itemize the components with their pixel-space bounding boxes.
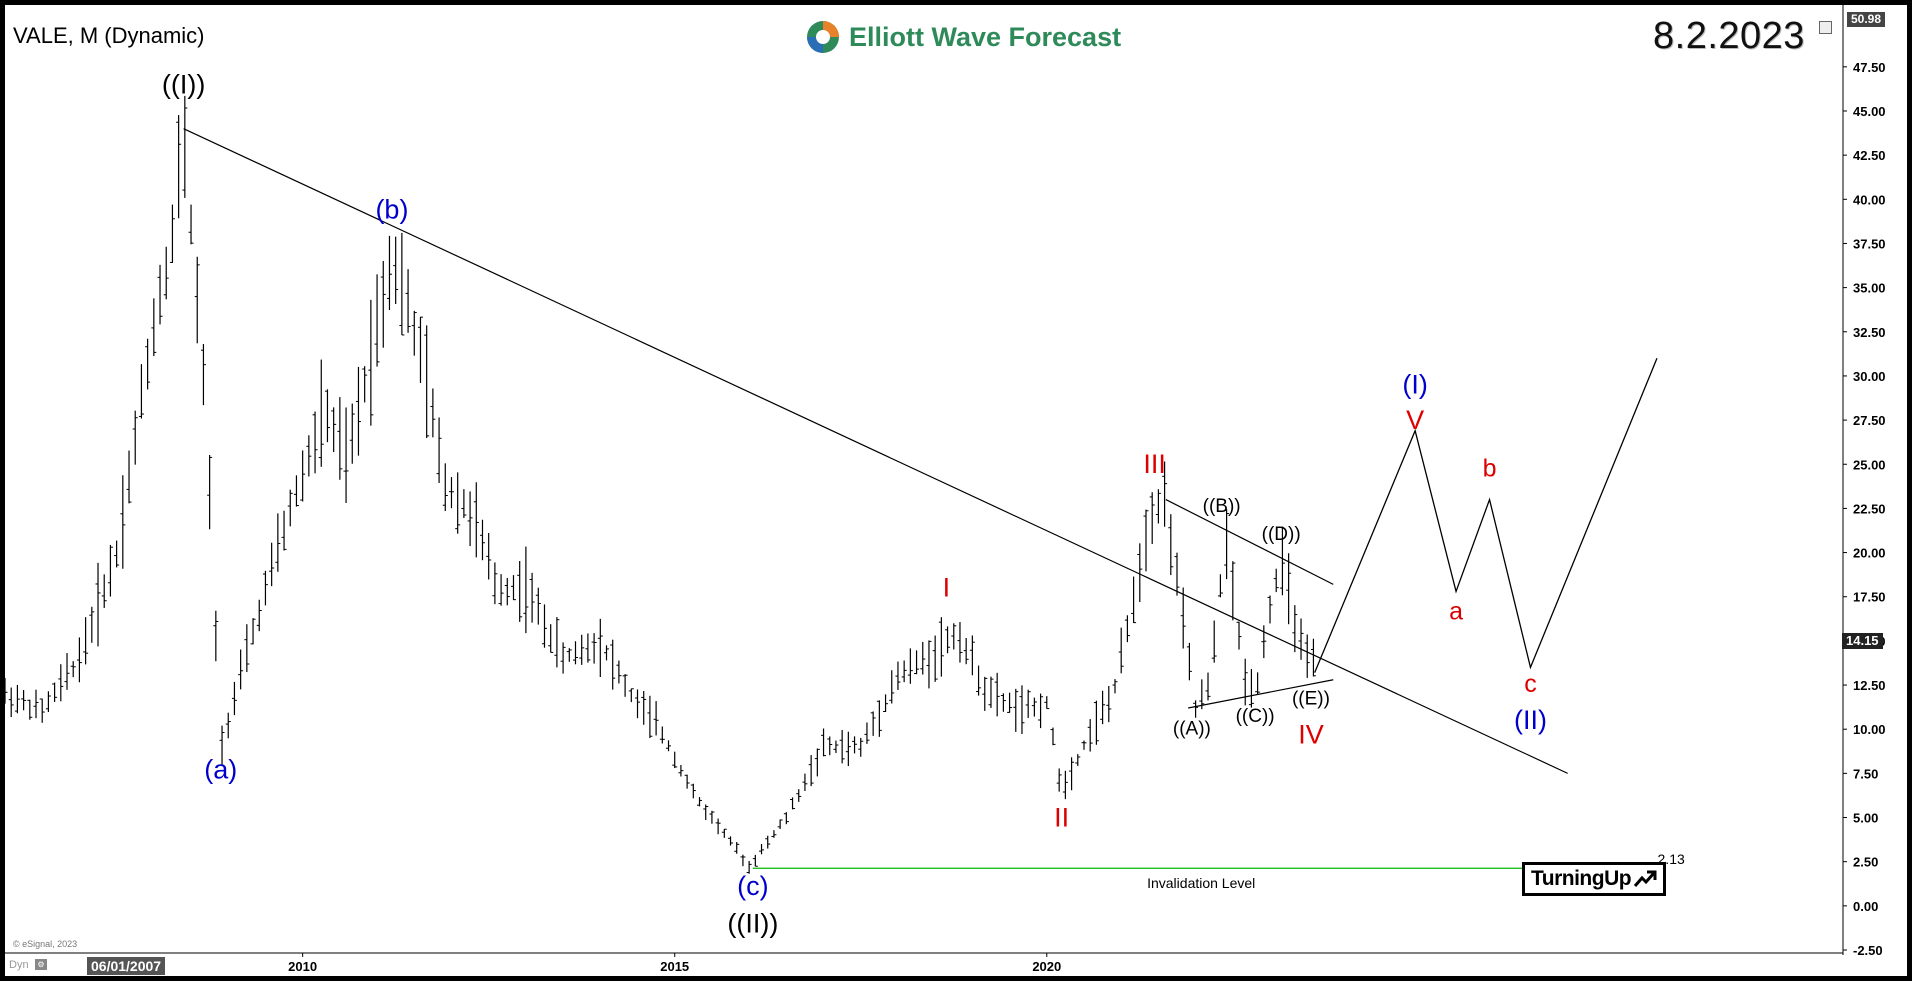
y-tick-label: 47.50 (1853, 60, 1886, 75)
y-tick-label: 45.00 (1853, 104, 1886, 119)
y-tick-label: 17.50 (1853, 590, 1886, 605)
trendline (1165, 499, 1334, 585)
start-date: 06/01/2007 (87, 957, 166, 975)
wave-label: ((D)) (1262, 524, 1301, 545)
y-tick-label: 10.00 (1853, 722, 1886, 737)
dyn-label: Dyn (9, 959, 29, 971)
wave-label: b (1483, 455, 1497, 483)
y-tick-label: 30.00 (1853, 369, 1886, 384)
last-price-tag: 14.15 (1842, 633, 1883, 649)
arrow-up-right-icon (1633, 870, 1657, 887)
wave-label: ((B)) (1203, 496, 1241, 517)
y-tick-label: 22.50 (1853, 501, 1886, 516)
wave-label: ((C)) (1236, 706, 1275, 727)
y-tick-label: 7.50 (1853, 766, 1878, 781)
top-price-tag: 50.98 (1847, 12, 1886, 27)
y-tick-label: 12.50 (1853, 678, 1886, 693)
y-tick-label: 32.50 (1853, 325, 1886, 340)
chart-frame: -2.500.002.505.007.5010.0012.5015.0017.5… (5, 5, 1907, 976)
wave-label: (II) (1514, 705, 1547, 735)
logo: Elliott Wave Forecast (805, 19, 1121, 55)
turning-up-text: TurningUp (1531, 867, 1632, 890)
status-bar: Dyn ⚙ 06/01/2007 (5, 955, 1843, 976)
wave-label: ((E)) (1292, 688, 1330, 709)
y-tick-label: -2.50 (1853, 943, 1883, 958)
wave-label: c (1524, 670, 1537, 698)
date-stamp: 8.2.2023 (1653, 15, 1805, 57)
wave-label: V (1406, 405, 1424, 435)
wave-label: ((A)) (1173, 719, 1211, 740)
y-tick-label: 2.50 (1853, 855, 1878, 870)
wave-label: III (1143, 449, 1166, 479)
y-tick-label: 0.00 (1853, 899, 1878, 914)
trendline (1188, 679, 1334, 709)
y-tick-label: 37.50 (1853, 236, 1886, 251)
copyright: © eSignal, 2023 (13, 939, 78, 949)
x-tick-label: 2020 (1032, 959, 1062, 974)
y-tick-label: 25.00 (1853, 457, 1886, 472)
symbol-title: VALE, M (Dynamic) (13, 23, 205, 48)
x-tick-label: 2010 (288, 959, 318, 974)
y-tick-label: 40.00 (1853, 192, 1886, 207)
y-tick-label: 20.00 (1853, 546, 1886, 561)
y-tick-label: 42.50 (1853, 148, 1886, 163)
wave-label: (c) (737, 871, 768, 901)
wave-label: (b) (375, 195, 408, 225)
wave-label: a (1449, 598, 1463, 626)
logo-icon (807, 21, 839, 53)
window-button[interactable] (1819, 21, 1832, 34)
trendline (183, 128, 1568, 774)
x-tick-label: 2015 (660, 959, 690, 974)
wave-label: ((I)) (162, 69, 205, 99)
wave-label: (I) (1402, 370, 1427, 400)
settings-icon[interactable]: ⚙ (35, 959, 47, 970)
y-tick-label: 27.50 (1853, 413, 1886, 428)
wave-label: (a) (204, 755, 237, 785)
invalidation-label: Invalidation Level (1147, 875, 1255, 891)
wave-label: I (943, 573, 951, 603)
y-tick-label: 5.00 (1853, 811, 1878, 826)
price-chart[interactable]: -2.500.002.505.007.5010.0012.5015.0017.5… (5, 5, 1907, 976)
wave-label: ((II)) (727, 908, 778, 938)
wave-label: II (1054, 802, 1069, 832)
logo-text: Elliott Wave Forecast (849, 21, 1122, 52)
y-tick-label: 35.00 (1853, 281, 1886, 296)
wave-label: IV (1298, 719, 1324, 749)
turning-up-badge: TurningUp (1522, 862, 1667, 896)
projection-path (1314, 358, 1658, 673)
